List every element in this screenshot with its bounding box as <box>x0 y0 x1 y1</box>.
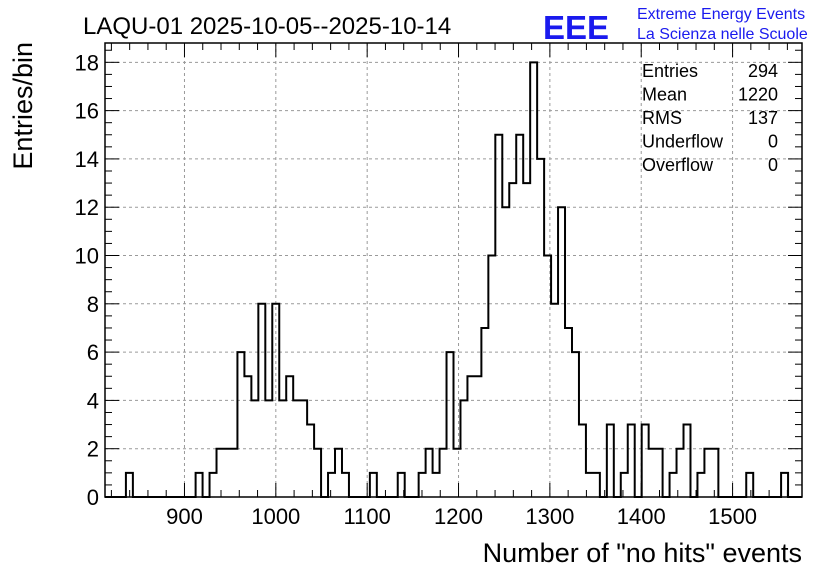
stats-box: Entries 294 Mean 1220 RMS 137 Underflow 0 Overfl… <box>642 61 778 175</box>
x-tick-label: 1200 <box>434 504 483 529</box>
plot-area <box>105 61 802 498</box>
stat-label: Mean <box>642 85 687 105</box>
chart-title: LAQU-01 2025-10-05--2025-10-14 <box>83 13 451 40</box>
y-tick-label: 6 <box>87 340 99 365</box>
stat-label: Entries <box>642 61 698 81</box>
y-tick-label: 2 <box>87 437 99 462</box>
x-tick-label: 1100 <box>344 504 391 529</box>
stat-value: 1220 <box>738 85 778 105</box>
histogram-line <box>105 61 802 498</box>
y-tick-label: 16 <box>75 99 99 124</box>
y-tick-label: 0 <box>87 485 99 510</box>
stat-label: Overflow <box>642 155 714 175</box>
stat-value: 294 <box>748 61 778 81</box>
logo-mark: EEE <box>543 9 609 46</box>
stat-value: 137 <box>748 108 778 128</box>
axes: 900 1000 1100 1200 1300 1400 1500 0 2 4 6 8 10 12 14 16… <box>75 42 803 529</box>
x-tick-label: 1300 <box>525 504 574 529</box>
logo-line-2: La Scienza nelle Scuole <box>637 26 808 43</box>
stat-value: 0 <box>768 132 778 152</box>
eee-logo: EEE Extreme Energy Events La Scienza nel… <box>543 6 808 46</box>
x-axis-title: Number of "no hits" events <box>483 538 802 568</box>
y-axis-title: Entries/bin <box>8 42 38 170</box>
stat-label: RMS <box>642 108 682 128</box>
y-tick-label: 14 <box>75 147 99 172</box>
y-tick-label: 4 <box>87 388 99 413</box>
logo-line-1: Extreme Energy Events <box>637 6 805 23</box>
stat-value: 0 <box>768 155 778 175</box>
y-tick-label: 12 <box>75 195 99 220</box>
x-tick-label: 1500 <box>708 504 757 529</box>
y-tick-label: 18 <box>75 50 99 75</box>
x-tick-label: 1400 <box>617 504 666 529</box>
stat-label: Underflow <box>642 132 724 152</box>
y-tick-label: 10 <box>75 244 99 269</box>
x-tick-label: 1000 <box>251 504 300 529</box>
x-tick-label: 900 <box>166 504 203 529</box>
y-tick-label: 8 <box>87 292 99 317</box>
plot-frame <box>104 42 803 498</box>
